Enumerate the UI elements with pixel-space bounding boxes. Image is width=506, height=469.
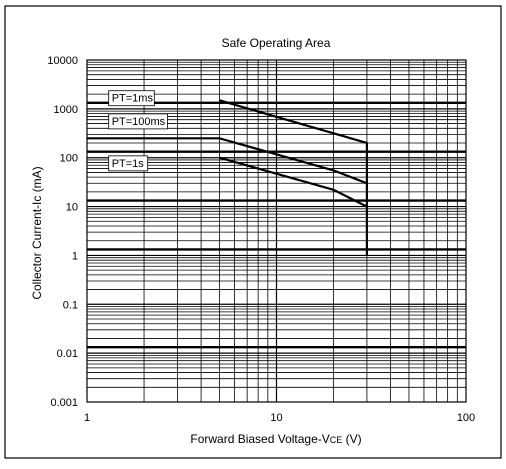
y-tick-labels: 10000 1000 100 10 1 0.1 0.01 0.001 bbox=[47, 55, 78, 409]
y-tick-label: 10000 bbox=[47, 55, 78, 67]
series-label-box bbox=[108, 155, 149, 172]
series-label: PT=1s bbox=[112, 158, 145, 170]
chart-title: Safe Operating Area bbox=[222, 36, 331, 50]
series-label-box bbox=[108, 113, 168, 130]
x-tick-label: 100 bbox=[457, 412, 475, 424]
series-label-box bbox=[108, 90, 155, 107]
x-axis-label: Forward Biased Voltage-VCE (V) bbox=[190, 432, 361, 446]
x-tick-label: 10 bbox=[270, 412, 282, 424]
series-line bbox=[87, 137, 368, 185]
x-tick-label: 1 bbox=[84, 412, 90, 424]
series-label: PT=100ms bbox=[112, 116, 166, 128]
y-tick-label: 0.001 bbox=[50, 397, 78, 409]
y-tick-label: 0.1 bbox=[63, 299, 78, 311]
x-axis-label-main: Forward Biased Voltage-V bbox=[190, 432, 329, 446]
series-group: PT=1ms PT=100ms PT=1s bbox=[87, 90, 368, 256]
x-axis-label-subscript: CE bbox=[330, 435, 343, 445]
x-axis-label-unit: (V) bbox=[342, 432, 361, 446]
y-axis-label: Collector Current-Ic (mA) bbox=[30, 166, 44, 299]
plot-grid bbox=[87, 60, 466, 402]
series-line bbox=[219, 156, 368, 208]
plot-border bbox=[86, 59, 467, 403]
y-tick-label: 1000 bbox=[54, 104, 78, 116]
series-line bbox=[219, 99, 368, 256]
y-tick-label: 0.01 bbox=[57, 348, 78, 360]
y-tick-label: 1 bbox=[72, 250, 78, 262]
x-tick-labels: 1 10 100 bbox=[84, 412, 475, 424]
y-tick-label: 100 bbox=[60, 153, 78, 165]
y-tick-label: 10 bbox=[66, 202, 78, 214]
series-label: PT=1ms bbox=[112, 93, 154, 105]
